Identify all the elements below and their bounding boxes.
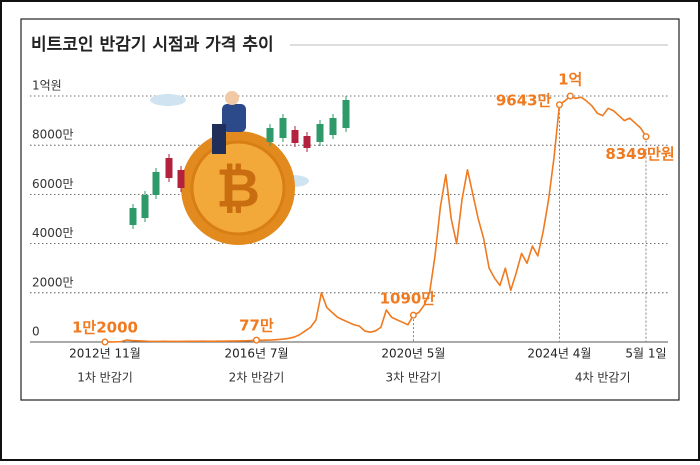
figure-leg <box>212 124 226 154</box>
x-tick-label: 5월 1일 <box>625 347 666 361</box>
point-marker <box>642 133 650 141</box>
halving-label: 2차 반감기 <box>229 371 285 385</box>
halving-label: 3차 반감기 <box>386 371 442 385</box>
value-label: 77만 <box>239 317 274 335</box>
coin-symbol: ₿ <box>216 157 260 220</box>
candle-body <box>303 136 311 148</box>
value-label: 1만2000 <box>72 318 138 336</box>
value-label: 1억 <box>558 71 582 89</box>
point-marker <box>555 101 563 109</box>
point-marker <box>566 92 574 100</box>
y-tick-label: 6000만 <box>32 177 74 191</box>
coin-face <box>190 140 286 236</box>
figure-head <box>225 91 239 105</box>
candle-body <box>342 100 350 128</box>
candle-body <box>279 118 287 138</box>
value-label: 1090만 <box>380 290 436 308</box>
halving-label: 1차 반감기 <box>77 371 133 385</box>
x-tick-label: 2020년 5월 <box>381 347 445 361</box>
x-tick-label: 2016년 7월 <box>224 347 288 361</box>
candle-body <box>329 118 337 135</box>
point-marker <box>409 311 417 319</box>
value-label: 8349만원 <box>605 145 674 163</box>
y-tick-label: 1억원 <box>32 79 62 93</box>
figure <box>222 104 246 132</box>
y-tick-label: 0 <box>32 325 40 339</box>
illustration: ₿ <box>129 91 350 245</box>
candle-body <box>165 158 173 178</box>
y-tick-label: 4000만 <box>32 226 74 240</box>
point-marker <box>101 338 109 346</box>
candle-body <box>177 170 185 188</box>
candle-body <box>152 172 160 195</box>
candle-body <box>316 124 324 142</box>
cloud <box>150 94 186 106</box>
point-marker <box>252 336 260 344</box>
candle-body <box>266 128 274 142</box>
value-label: 9643만 <box>496 91 552 109</box>
x-tick-label: 2012년 11월 <box>69 347 141 361</box>
candle-body <box>129 208 137 225</box>
grid <box>30 95 668 343</box>
candle-body <box>291 130 299 143</box>
chart-title: 비트코인 반감기 시점과 가격 추이 <box>31 35 274 55</box>
halving-label: 4차 반감기 <box>575 371 631 385</box>
y-tick-label: 2000만 <box>32 275 74 289</box>
candle-body <box>141 195 149 218</box>
x-tick-label: 2024년 4월 <box>527 347 591 361</box>
y-tick-label: 8000만 <box>32 128 74 142</box>
price-line <box>104 95 647 343</box>
